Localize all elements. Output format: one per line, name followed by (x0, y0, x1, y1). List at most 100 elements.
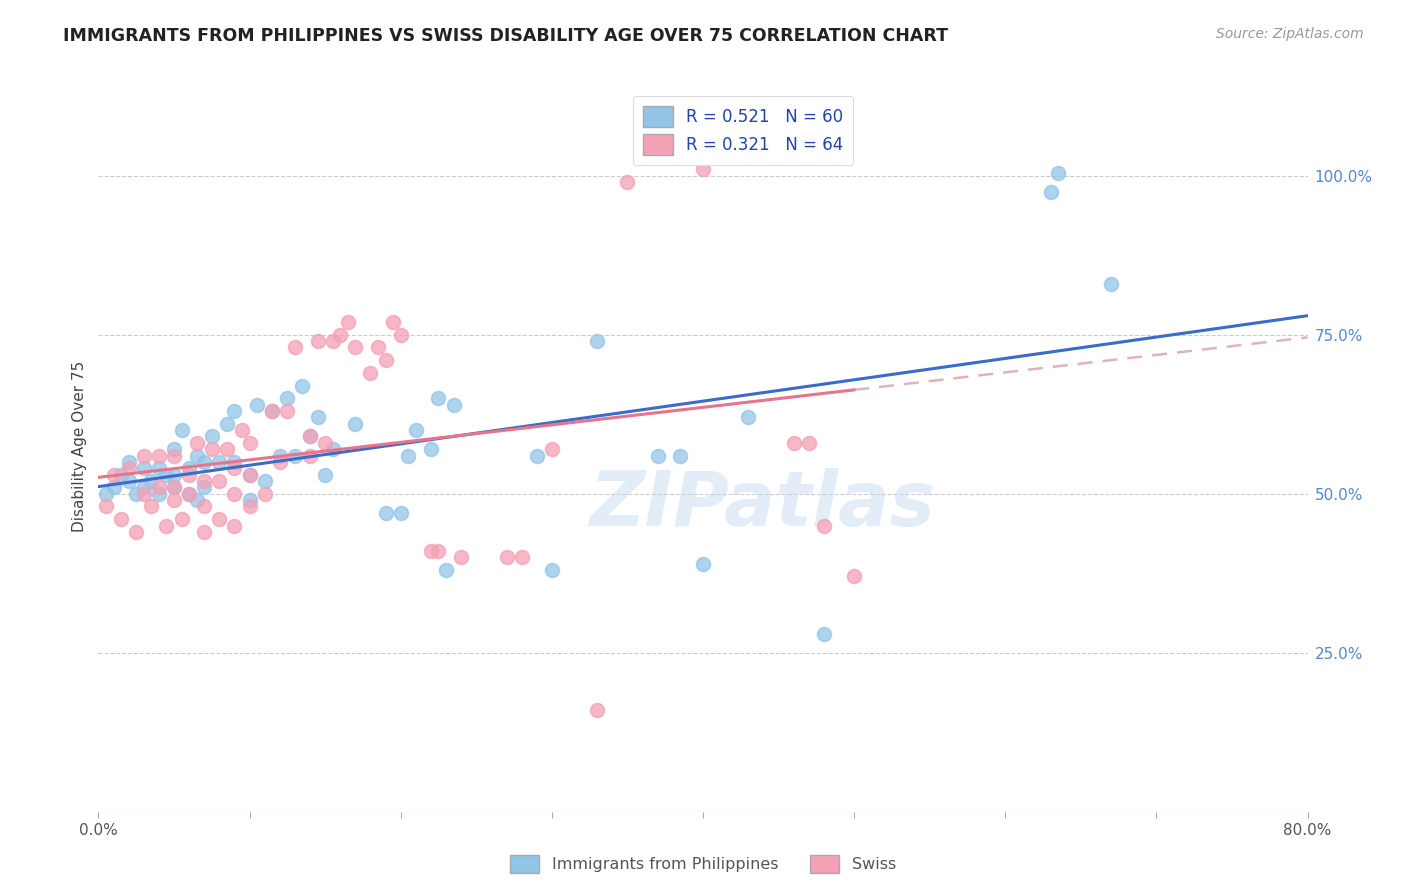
Point (208, 455, 231, 469)
Point (586, 703, 609, 717)
Point (224, 486, 246, 500)
Point (118, 474, 141, 488)
Point (170, 423, 193, 437)
Point (148, 461, 170, 475)
Point (427, 544, 450, 558)
Point (125, 524, 148, 539)
Point (389, 506, 412, 520)
Point (647, 449, 669, 463)
Point (193, 524, 215, 539)
Point (586, 334, 609, 348)
Point (262, 404, 284, 418)
Point (141, 500, 163, 514)
Point (239, 467, 262, 482)
Point (186, 449, 208, 463)
Point (110, 512, 132, 526)
Point (443, 398, 465, 412)
Point (179, 467, 201, 482)
Point (269, 449, 291, 463)
Point (360, 366, 382, 380)
Point (201, 429, 224, 443)
Point (132, 480, 155, 494)
Point (239, 435, 262, 450)
Point (1039, 185, 1062, 199)
Point (163, 449, 186, 463)
Point (314, 467, 336, 482)
Text: ZIPatlas: ZIPatlas (591, 467, 936, 541)
Point (132, 461, 155, 475)
Point (224, 455, 246, 469)
Point (420, 544, 443, 558)
Point (307, 410, 329, 425)
Point (224, 518, 246, 533)
Point (179, 486, 201, 500)
Point (179, 486, 201, 500)
Point (540, 563, 562, 577)
Point (118, 455, 141, 469)
Point (141, 474, 163, 488)
Point (224, 404, 246, 418)
Point (1047, 165, 1070, 179)
Point (193, 455, 215, 469)
Point (110, 467, 132, 482)
Point (336, 315, 359, 329)
Point (163, 480, 186, 494)
Point (276, 392, 298, 406)
Point (299, 429, 322, 443)
Point (374, 353, 396, 368)
Point (103, 467, 125, 482)
Point (450, 550, 472, 565)
Point (540, 442, 562, 457)
Point (253, 486, 276, 500)
Point (307, 334, 329, 348)
Point (94, 500, 117, 514)
Point (344, 417, 367, 431)
Text: Source: ZipAtlas.com: Source: ZipAtlas.com (1216, 27, 1364, 41)
Point (276, 404, 298, 418)
Point (510, 550, 533, 565)
Point (526, 449, 548, 463)
Point (239, 500, 262, 514)
Point (163, 480, 186, 494)
Point (155, 467, 177, 482)
Point (262, 404, 284, 418)
Point (103, 480, 125, 494)
Point (208, 512, 231, 526)
Point (94, 486, 117, 500)
Point (193, 480, 215, 494)
Point (783, 435, 806, 450)
Point (299, 449, 322, 463)
Point (322, 334, 344, 348)
Legend: Immigrants from Philippines, Swiss: Immigrants from Philippines, Swiss (503, 848, 903, 880)
Point (616, 175, 638, 189)
Point (208, 474, 231, 488)
Point (148, 486, 170, 500)
Point (215, 442, 238, 457)
Point (148, 449, 170, 463)
Y-axis label: Disability Age Over 75: Disability Age Over 75 (72, 360, 87, 532)
Point (284, 449, 307, 463)
Point (344, 340, 367, 354)
Point (118, 461, 141, 475)
Point (797, 435, 820, 450)
Point (396, 449, 419, 463)
Point (239, 493, 262, 508)
Point (163, 442, 186, 457)
Point (1099, 277, 1122, 291)
Point (813, 518, 835, 533)
Point (322, 442, 344, 457)
Point (737, 150, 759, 164)
Point (163, 493, 186, 508)
Point (427, 392, 450, 406)
Point (155, 518, 177, 533)
Point (299, 429, 322, 443)
Point (367, 340, 389, 354)
Point (284, 340, 307, 354)
Point (201, 442, 224, 457)
Point (844, 569, 866, 583)
Point (737, 410, 759, 425)
Point (179, 461, 201, 475)
Point (215, 417, 238, 431)
Point (495, 550, 517, 565)
Point (314, 435, 336, 450)
